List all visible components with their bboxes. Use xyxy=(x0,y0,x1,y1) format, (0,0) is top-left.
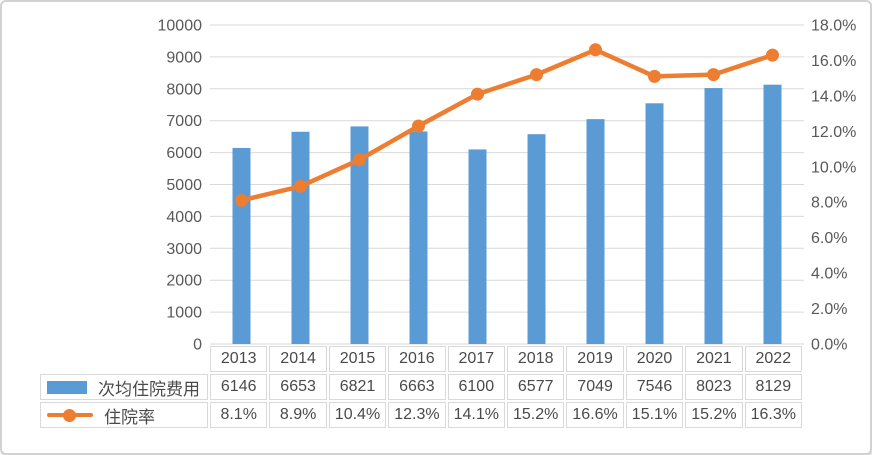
year-cell-2019: 2019 xyxy=(566,346,624,372)
bar-2016 xyxy=(409,131,428,344)
rate-value-cell: 16.6% xyxy=(566,402,624,428)
year-cell-2022: 2022 xyxy=(744,346,802,372)
cost-value-cell: 7546 xyxy=(625,374,684,400)
rate-value-cell: 8.9% xyxy=(269,402,327,428)
y-axis-right-tick: 6.0% xyxy=(811,230,847,247)
bar-2022 xyxy=(763,84,782,344)
bar-2019 xyxy=(586,119,605,344)
rate-value-cell: 14.1% xyxy=(447,402,505,428)
legend-bar-swatch-icon xyxy=(47,380,87,394)
y-axis-right-tick: 14.0% xyxy=(811,88,856,105)
legend-item-rate: 住院率 xyxy=(40,402,208,428)
rate-marker-2022 xyxy=(766,48,779,62)
y-axis-right-tick: 8.0% xyxy=(811,195,847,212)
rate-marker-2016 xyxy=(412,119,425,133)
year-cell-2015: 2015 xyxy=(328,346,387,372)
y-axis-left-tick: 4000 xyxy=(166,209,202,226)
bar-2015 xyxy=(350,126,369,345)
rate-value-cell: 8.1% xyxy=(210,402,268,428)
cost-value-cell: 6653 xyxy=(269,374,327,400)
rate-marker-2013 xyxy=(235,193,248,207)
cost-value-cell: 6663 xyxy=(388,374,446,400)
rate-marker-2014 xyxy=(294,179,307,193)
y-axis-left-tick: 6000 xyxy=(166,145,202,162)
table-corner-blank xyxy=(40,346,208,372)
rate-marker-2018 xyxy=(530,68,543,82)
cost-value-cell: 7049 xyxy=(566,374,624,400)
y-axis-right-tick: 10.0% xyxy=(811,159,856,176)
y-axis-left-tick: 1000 xyxy=(166,305,202,322)
rate-marker-2020 xyxy=(648,69,661,83)
y-axis-right-tick: 12.0% xyxy=(811,124,856,141)
year-cell-2018: 2018 xyxy=(507,346,565,372)
y-axis-right-tick: 2.0% xyxy=(811,301,847,318)
bar-2013 xyxy=(232,147,251,344)
y-axis-left-tick: 0 xyxy=(193,337,202,354)
cost-value-cell: 6100 xyxy=(447,374,505,400)
rate-marker-2021 xyxy=(707,68,720,82)
bar-2018 xyxy=(527,134,546,344)
legend-label-rate: 住院率 xyxy=(104,407,155,427)
year-cell-2014: 2014 xyxy=(269,346,327,372)
rate-value-cell: 15.2% xyxy=(685,402,743,428)
cost-value-cell: 8129 xyxy=(744,374,802,400)
bar-2021 xyxy=(704,88,723,344)
rate-value-cell: 16.3% xyxy=(744,402,802,428)
cost-value-cell: 6146 xyxy=(210,374,268,400)
legend-line-swatch-icon xyxy=(47,408,93,422)
data-table: 2013 2014 2015 2016 2017 2018 2019 2020 2021 2022… xyxy=(40,346,802,428)
year-cell-2017: 2017 xyxy=(447,346,505,372)
y-axis-left-tick: 7000 xyxy=(166,113,202,130)
y-axis-left-tick: 10000 xyxy=(158,18,203,35)
cost-value-cell: 6821 xyxy=(328,374,387,400)
year-cell-2013: 2013 xyxy=(210,346,268,372)
rate-value-cell: 15.1% xyxy=(625,402,684,428)
legend-label-cost: 次均住院费用 xyxy=(98,379,200,399)
year-cell-2016: 2016 xyxy=(388,346,446,372)
rate-value-cell: 12.3% xyxy=(388,402,446,428)
rate-value-cell: 15.2% xyxy=(507,402,565,428)
y-axis-right-tick: 4.0% xyxy=(811,266,847,283)
y-axis-left-tick: 5000 xyxy=(166,177,202,194)
y-axis-right-tick: 18.0% xyxy=(811,18,856,35)
y-axis-left-tick: 8000 xyxy=(166,81,202,98)
year-cell-2021: 2021 xyxy=(685,346,743,372)
rate-value-cell: 10.4% xyxy=(328,402,387,428)
rate-marker-2015 xyxy=(353,153,366,167)
y-axis-left-tick: 3000 xyxy=(166,241,202,258)
bar-2020 xyxy=(645,103,664,345)
rate-marker-2017 xyxy=(471,87,484,101)
rate-marker-2019 xyxy=(589,43,602,57)
rate-line xyxy=(239,47,775,203)
cost-value-cell: 8023 xyxy=(685,374,743,400)
y-axis-right-tick: 16.0% xyxy=(811,53,856,70)
bar-2014 xyxy=(291,131,310,344)
cost-value-cell: 6577 xyxy=(507,374,565,400)
y-axis-right-tick: 0.0% xyxy=(811,337,847,354)
legend-item-cost: 次均住院费用 xyxy=(40,374,208,400)
year-cell-2020: 2020 xyxy=(625,346,684,372)
bar-2017 xyxy=(468,149,487,344)
y-axis-left-tick: 2000 xyxy=(166,273,202,290)
y-axis-left-tick: 9000 xyxy=(166,49,202,66)
